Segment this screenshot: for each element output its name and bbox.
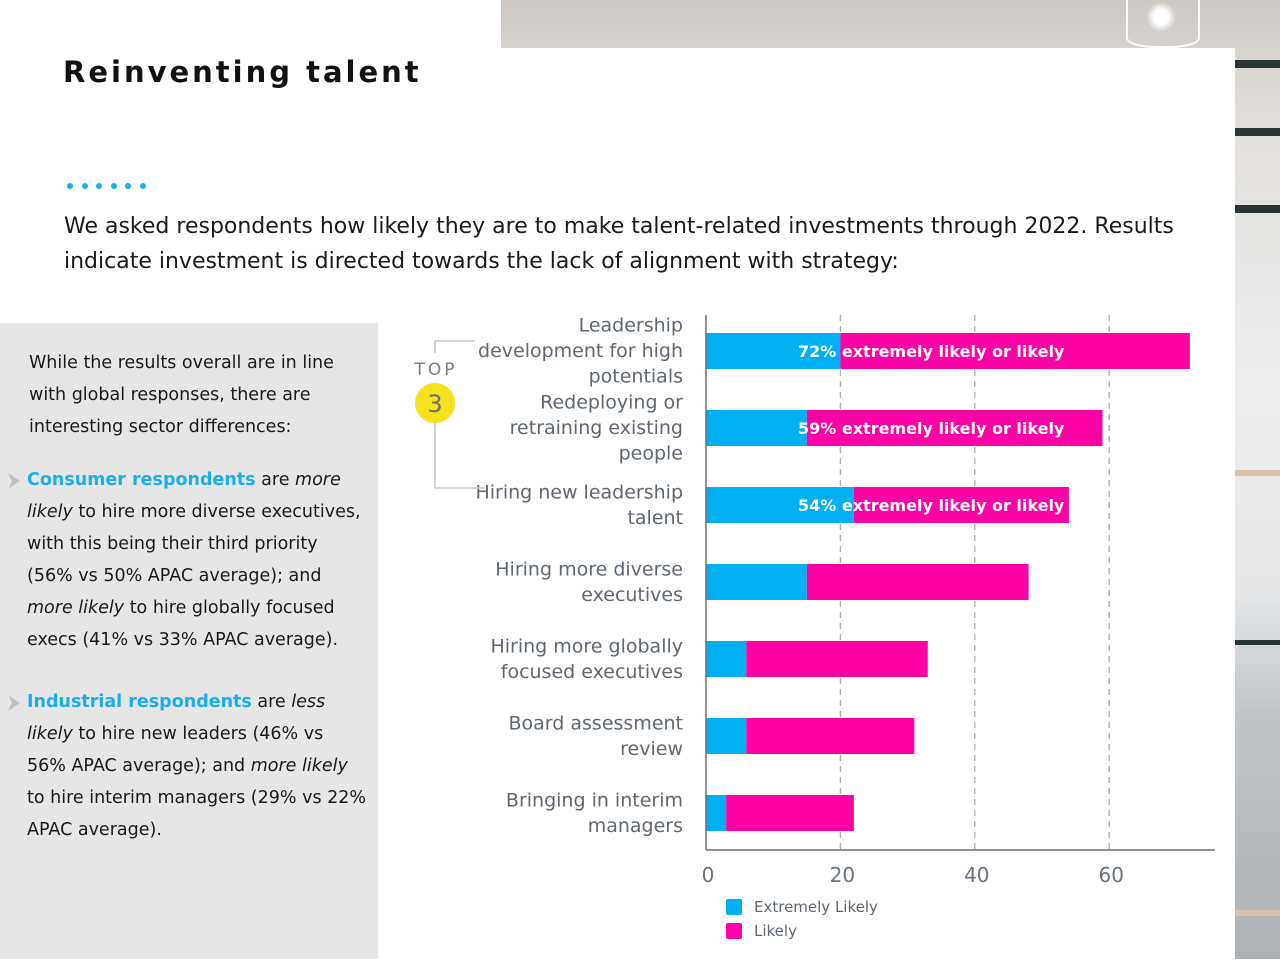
divider-dot: [139, 183, 146, 189]
bar-extremely-likely: [706, 410, 807, 446]
divider-dot: [81, 183, 88, 189]
legend-label: Likely: [754, 922, 797, 940]
emphasis-text: more likely: [27, 598, 125, 618]
legend-swatch-likely: [726, 923, 742, 939]
shelf-decoration: [1235, 470, 1280, 476]
pendant-lamp-decoration: [1126, 0, 1200, 48]
x-tick-label: 20: [830, 863, 855, 887]
dot-divider: [67, 183, 146, 189]
top3-badge-circle: [415, 383, 455, 423]
category-label: Hiring more diverse: [495, 558, 683, 580]
chart-legend: Extremely Likely Likely: [726, 895, 878, 943]
sidebar-item-consumer: Consumer respondents are more likely to …: [8, 464, 367, 656]
divider-dot: [110, 183, 117, 189]
emphasis-text: more likely: [27, 470, 341, 522]
body-text: are: [251, 692, 292, 712]
legend-item-likely: Likely: [726, 919, 878, 943]
body-text: to hire globally focused execs (41% vs 3…: [27, 598, 339, 650]
bar-likely: [853, 487, 1069, 523]
body-text: to hire new leaders (46% vs 56% APAC ave…: [27, 724, 324, 776]
lamp-glow-decoration: [1146, 2, 1176, 32]
bar-likely: [746, 718, 915, 754]
bar-extremely-likely: [706, 487, 854, 523]
x-tick-label: 40: [964, 863, 989, 887]
category-label: Redeploying or: [540, 392, 683, 414]
window-frame-decoration: [1230, 640, 1280, 645]
category-label: Hiring more globally: [490, 635, 683, 657]
bar-likely: [726, 795, 854, 831]
sector-highlight: Industrial respondents: [27, 692, 252, 712]
emphasis-text: less likely: [27, 692, 326, 744]
top3-bracket-top: [434, 340, 475, 353]
ceiling-beam-decoration: [1230, 128, 1280, 136]
sector-sidebar: While the results overall are in line wi…: [0, 323, 378, 959]
sector-highlight: Consumer respondents: [27, 470, 256, 490]
page-title: Reinventing talent: [63, 55, 422, 89]
bar-likely: [840, 333, 1190, 369]
category-label: development for high: [478, 340, 683, 362]
bar-likely: [806, 410, 1103, 446]
category-label: review: [620, 738, 683, 760]
category-label: Board assessment: [509, 712, 684, 734]
bar-annotation: 54% extremely likely or likely: [798, 496, 1065, 515]
sidebar-intro: While the results overall are in line wi…: [29, 353, 334, 437]
bar-extremely-likely: [706, 718, 747, 754]
x-tick-label: 0: [702, 863, 715, 887]
x-tick-label: 60: [1098, 863, 1123, 887]
bar-extremely-likely: [706, 795, 727, 831]
bar-likely: [746, 641, 928, 677]
category-label: focused executives: [501, 661, 683, 683]
bar-annotation: 59% extremely likely or likely: [798, 419, 1065, 438]
shelf-decoration: [1235, 910, 1280, 916]
investment-likelihood-chart: Leadership development for high potentials…: [380, 300, 1240, 959]
legend-item-extremely-likely: Extremely Likely: [726, 895, 878, 919]
chart-svg: Leadership development for high potentials…: [413, 315, 1215, 887]
sidebar-item-industrial: Industrial respondents are less likely t…: [8, 686, 367, 846]
card-top-extension: [0, 0, 501, 48]
body-text: to hire more diverse executives, with th…: [27, 502, 361, 586]
legend-swatch-extremely-likely: [726, 899, 742, 915]
bar-extremely-likely: [706, 333, 841, 369]
legend-label: Extremely Likely: [754, 898, 878, 916]
category-label: managers: [588, 815, 683, 837]
category-label: retraining existing: [510, 417, 683, 439]
category-label: people: [619, 443, 683, 465]
bar-annotation: 72% extremely likely or likely: [798, 342, 1065, 361]
bar-extremely-likely: [706, 564, 807, 600]
category-label: potentials: [589, 366, 683, 388]
ceiling-beam-decoration: [1230, 60, 1280, 68]
top3-label: TOP: [413, 360, 457, 380]
category-label: Bringing in interim: [506, 789, 683, 811]
top3-badge-number: 3: [427, 390, 442, 418]
bar-likely: [806, 564, 1029, 600]
body-text: are: [255, 470, 296, 490]
divider-dot: [67, 183, 73, 189]
divider-dot: [96, 183, 102, 189]
top3-bracket-bottom: [434, 421, 485, 489]
ceiling-beam-decoration: [1230, 205, 1280, 213]
body-text: to hire interim managers (29% vs 22% APA…: [27, 788, 367, 840]
divider-dot: [125, 183, 131, 189]
category-label: executives: [581, 584, 683, 606]
intro-text: We asked respondents how likely they are…: [64, 214, 1174, 274]
category-label: Leadership: [579, 315, 683, 337]
sidebar-item-text: Consumer respondents are more likely to …: [27, 464, 367, 656]
category-label: Hiring new leadership: [475, 481, 683, 503]
emphasis-text: more likely: [250, 756, 348, 776]
sidebar-item-text: Industrial respondents are less likely t…: [27, 686, 367, 846]
category-label: talent: [627, 507, 683, 529]
bar-extremely-likely: [706, 641, 747, 677]
